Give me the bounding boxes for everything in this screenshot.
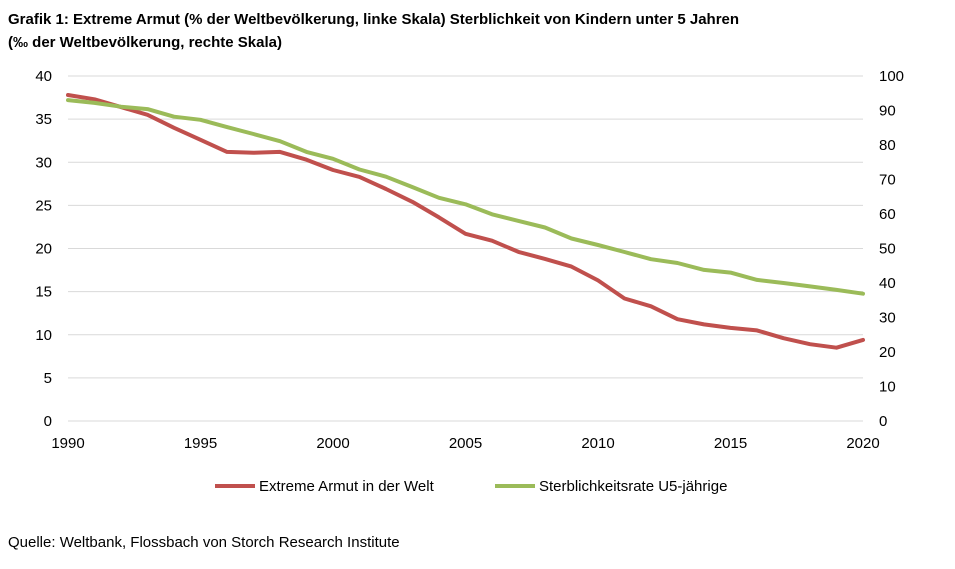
x-tick-label: 2020: [846, 435, 879, 452]
y-right-tick-label: 10: [879, 379, 896, 396]
y-left-tick-label: 25: [35, 197, 52, 214]
y-right-tick-label: 50: [879, 241, 896, 258]
chart-title: Grafik 1: Extreme Armut (% der Weltbevöl…: [8, 8, 938, 54]
y-right-tick-label: 70: [879, 172, 896, 189]
y-left-tick-label: 35: [35, 111, 52, 128]
y-left-tick-label: 10: [35, 327, 52, 344]
y-right-tick-label: 30: [879, 310, 896, 327]
x-tick-label: 2005: [449, 435, 482, 452]
series-line-mortality: [66, 98, 865, 296]
y-left-tick-label: 20: [35, 241, 52, 258]
x-tick-label: 2010: [581, 435, 614, 452]
y-left-tick-label: 5: [44, 370, 52, 387]
y-right-tick-label: 90: [879, 103, 896, 120]
y-left-tick-label: 40: [35, 68, 52, 85]
y-right-tick-label: 60: [879, 206, 896, 223]
y-left-tick-label: 15: [35, 284, 52, 301]
y-left-tick-label: 0: [44, 413, 52, 430]
y-right-tick-label: 20: [879, 344, 896, 361]
x-tick-label: 1990: [51, 435, 84, 452]
x-tick-label: 2000: [316, 435, 349, 452]
x-tick-label: 1995: [184, 435, 217, 452]
chart-title-line2: (‰ der Weltbevölkerung, rechte Skala): [8, 34, 282, 51]
y-right-tick-label: 0: [879, 413, 887, 430]
y-right-tick-label: 80: [879, 137, 896, 154]
series-line-poverty: [66, 93, 865, 350]
y-right-tick-label: 100: [879, 68, 904, 85]
legend-item-mortality-label: Sterblichkeitsrate U5-jährige: [539, 478, 727, 495]
y-right-tick-label: 40: [879, 275, 896, 292]
chart-title-line1: Grafik 1: Extreme Armut (% der Weltbevöl…: [8, 11, 740, 28]
legend-item-poverty-label: Extreme Armut in der Welt: [259, 478, 435, 495]
source-note: Quelle: Weltbank, Flossbach von Storch R…: [8, 534, 400, 551]
y-left-tick-label: 30: [35, 154, 52, 171]
x-tick-label: 2015: [714, 435, 747, 452]
